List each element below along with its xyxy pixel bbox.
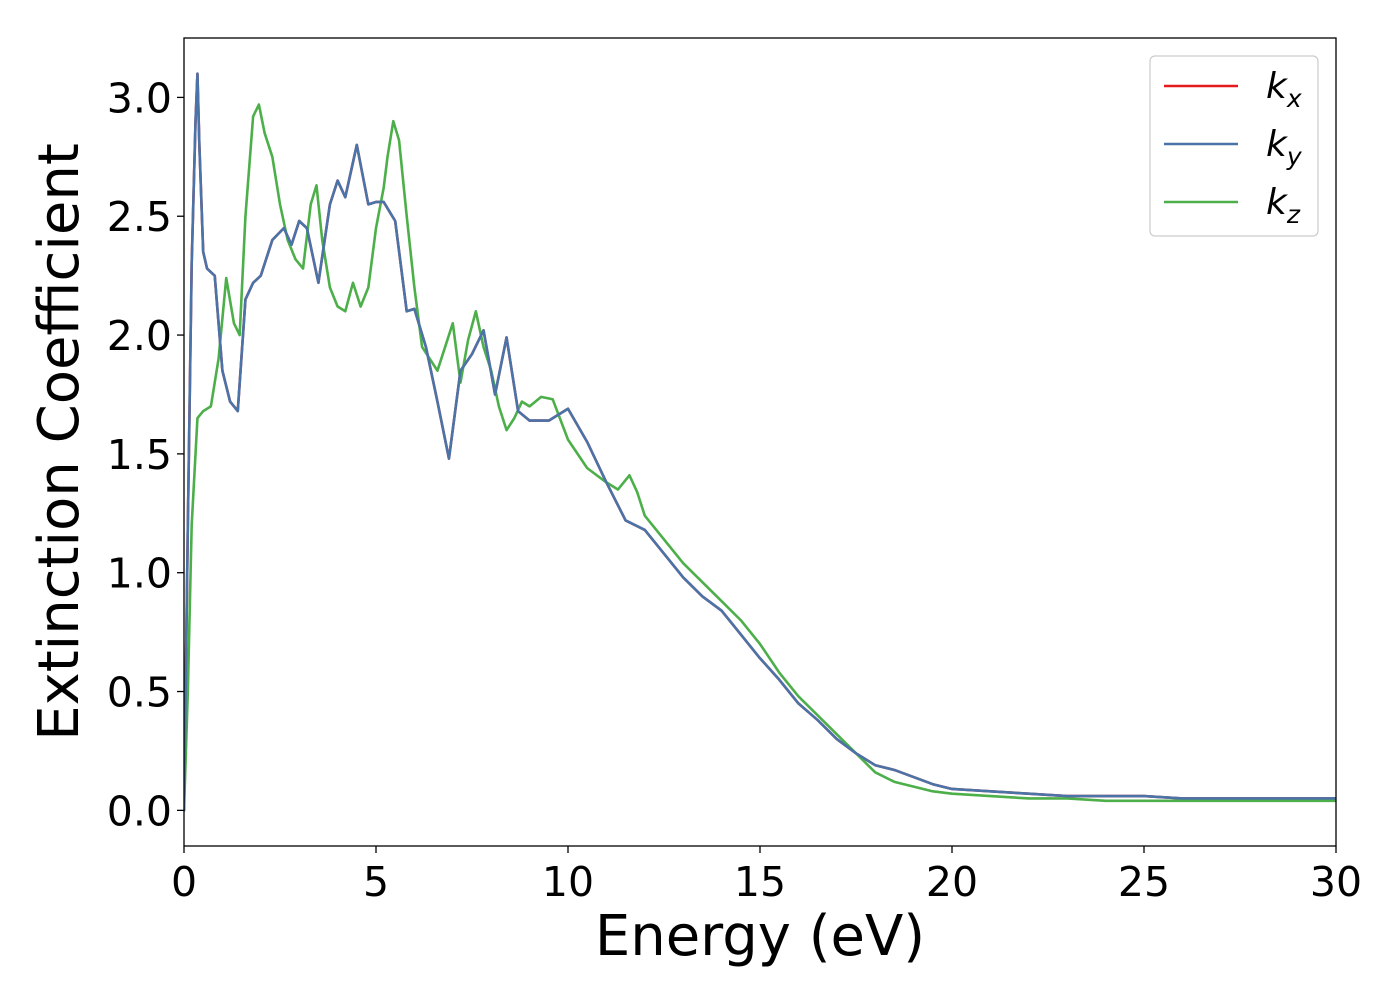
x-axis: 0 5 10 15 20 25 30: [171, 846, 1362, 906]
x-axis-title: Energy (eV): [595, 904, 925, 969]
legend-label-subscript: x: [1286, 84, 1302, 113]
x-tick-label: 25: [1118, 858, 1170, 906]
legend-label-k-x: kx: [1266, 66, 1302, 113]
y-axis-title: Extinction Coefficient: [27, 143, 92, 741]
y-tick-label: 0.5: [107, 669, 172, 717]
y-axis: 0.0 0.5 1.0 1.5 2.0 2.5 3.0: [107, 74, 184, 835]
x-tick-label: 5: [363, 858, 389, 906]
series-lines-layer: [184, 72, 1336, 812]
series-line-k-y: [184, 72, 1336, 812]
x-tick-label: 20: [926, 858, 978, 906]
legend-label-k-z: kz: [1266, 182, 1301, 229]
x-tick-label: 30: [1310, 858, 1362, 906]
x-tick-label: 0: [171, 858, 197, 906]
y-tick-label: 3.0: [107, 74, 172, 122]
legend-label-subscript: z: [1286, 200, 1301, 229]
x-tick-label: 15: [734, 858, 786, 906]
legend-label-main: k: [1266, 66, 1289, 107]
series-line-k-z: [184, 103, 1336, 812]
y-tick-label: 2.5: [107, 193, 172, 241]
y-tick-label: 1.0: [107, 550, 172, 598]
legend-label-k-y: ky: [1266, 124, 1303, 171]
y-tick-label: 2.0: [107, 312, 172, 360]
y-tick-label: 0.0: [107, 787, 172, 835]
x-tick-label: 10: [542, 858, 594, 906]
y-tick-label: 1.5: [107, 431, 172, 479]
legend-box: [1149, 55, 1319, 237]
legend-label-main: k: [1266, 182, 1289, 223]
legend-label-main: k: [1266, 124, 1289, 165]
legend-label-subscript: y: [1286, 142, 1303, 171]
